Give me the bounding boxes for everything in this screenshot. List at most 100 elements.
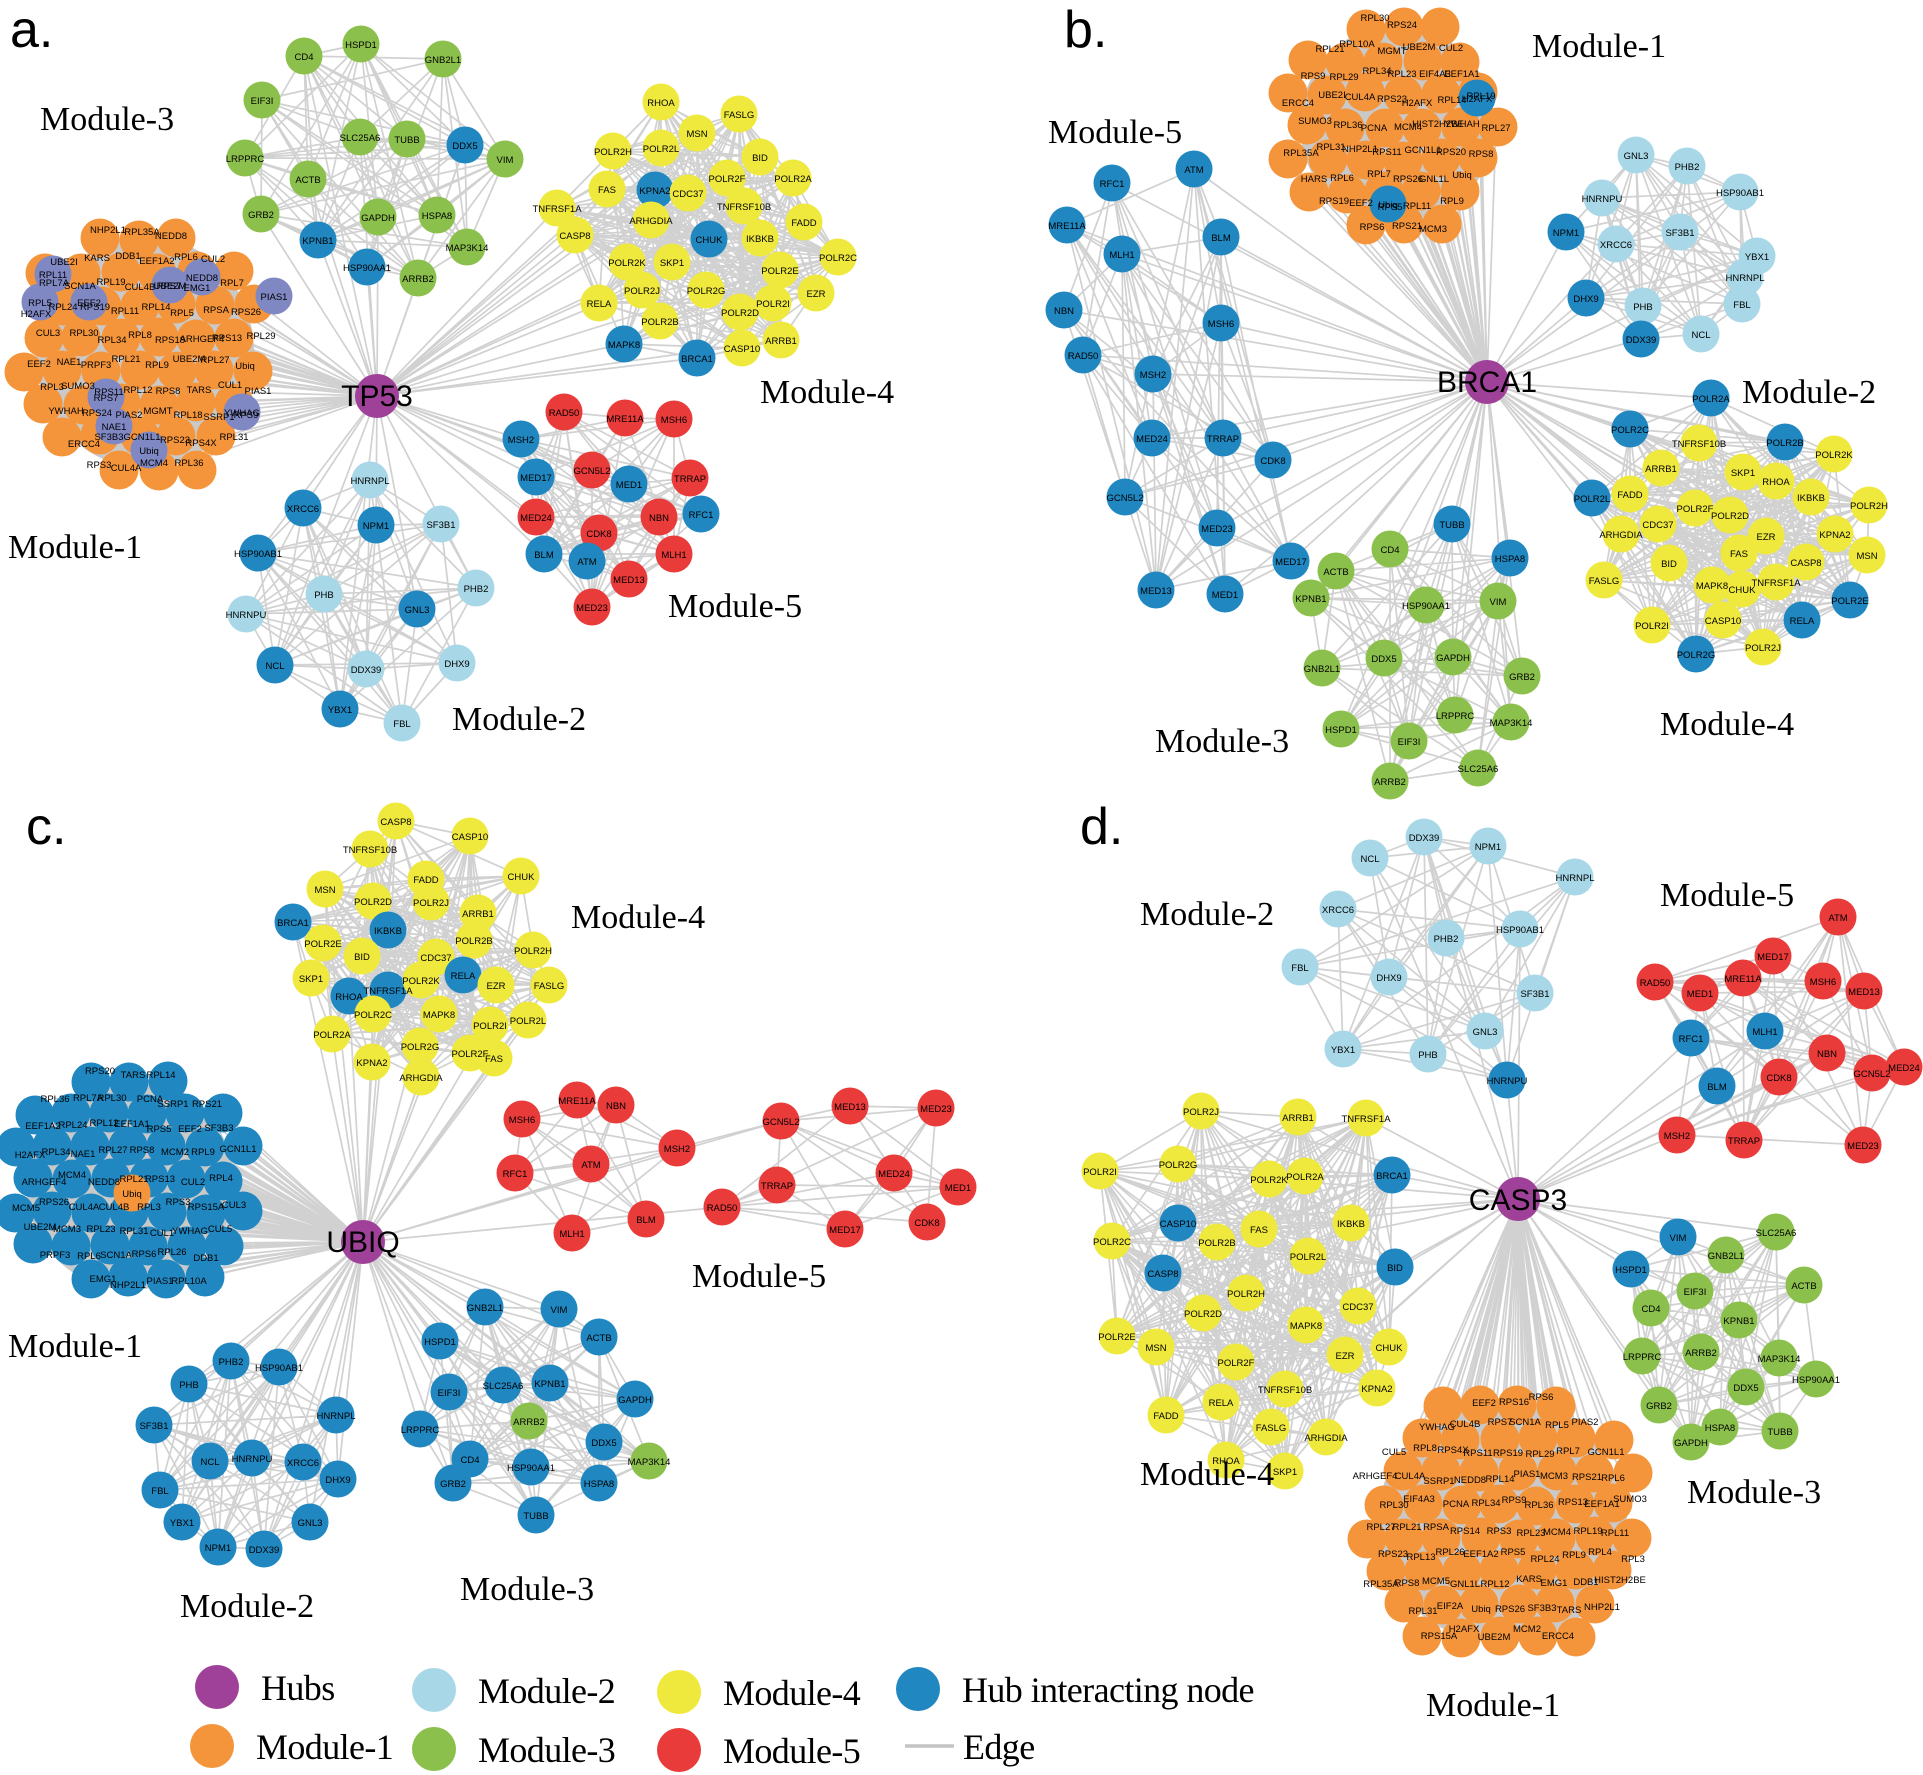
svg-text:POLR2A: POLR2A xyxy=(1286,1172,1324,1183)
svg-text:Module-1: Module-1 xyxy=(256,1727,393,1767)
svg-text:MGMT: MGMT xyxy=(143,406,172,417)
svg-text:BLM: BLM xyxy=(1211,233,1231,244)
svg-text:POLR2J: POLR2J xyxy=(624,286,660,297)
svg-text:POLR2C: POLR2C xyxy=(354,1010,392,1021)
svg-text:Module-5: Module-5 xyxy=(692,1258,826,1295)
svg-text:MAP3K14: MAP3K14 xyxy=(628,1457,671,1468)
svg-text:GNL3: GNL3 xyxy=(1624,151,1649,162)
svg-text:MCM4: MCM4 xyxy=(140,458,168,469)
svg-text:RPS19: RPS19 xyxy=(80,302,110,313)
svg-text:ARRB1: ARRB1 xyxy=(765,336,797,347)
svg-text:GNL3: GNL3 xyxy=(298,1518,323,1529)
svg-text:TARS: TARS xyxy=(1557,1605,1582,1616)
svg-text:RPL23: RPL23 xyxy=(1387,69,1416,80)
svg-text:MED17: MED17 xyxy=(1275,557,1307,568)
svg-text:RPS24: RPS24 xyxy=(82,408,112,419)
svg-text:POLR2F: POLR2F xyxy=(1218,1358,1255,1369)
svg-text:CASP3: CASP3 xyxy=(1469,1184,1567,1217)
svg-text:MED24: MED24 xyxy=(878,1169,910,1180)
svg-text:HNRNPU: HNRNPU xyxy=(1582,194,1623,205)
svg-text:POLR2H: POLR2H xyxy=(594,147,632,158)
svg-text:RPS26: RPS26 xyxy=(1495,1604,1525,1615)
svg-text:RPSA: RPSA xyxy=(203,305,230,316)
svg-text:MSN: MSN xyxy=(314,885,335,896)
svg-text:XRCC6: XRCC6 xyxy=(287,1458,319,1469)
svg-text:CD4: CD4 xyxy=(1380,545,1399,556)
svg-text:FASLG: FASLG xyxy=(1256,1423,1287,1434)
svg-text:POLR2B: POLR2B xyxy=(1766,438,1804,449)
svg-text:EZR: EZR xyxy=(487,981,506,992)
svg-text:RPS3: RPS3 xyxy=(1487,1526,1512,1537)
svg-text:RPS23: RPS23 xyxy=(160,435,190,446)
svg-text:MAPK8: MAPK8 xyxy=(1290,1321,1322,1332)
svg-text:HSP90AB1: HSP90AB1 xyxy=(255,1363,303,1374)
svg-text:SKP1: SKP1 xyxy=(660,258,684,269)
svg-text:MLH1: MLH1 xyxy=(661,550,686,561)
svg-text:RPL5: RPL5 xyxy=(1545,1420,1569,1431)
svg-text:GCN5L2: GCN5L2 xyxy=(763,1117,800,1128)
svg-text:ARRB2: ARRB2 xyxy=(1685,1348,1717,1359)
svg-text:EIF3I: EIF3I xyxy=(1398,737,1421,748)
svg-text:BRCA1: BRCA1 xyxy=(1376,1171,1408,1182)
svg-text:NPM1: NPM1 xyxy=(363,521,389,532)
svg-text:RPL13: RPL13 xyxy=(1406,1552,1435,1563)
svg-text:MAP3K14: MAP3K14 xyxy=(1758,1354,1801,1365)
svg-text:HSP90AB1: HSP90AB1 xyxy=(234,549,282,560)
svg-text:Module-3: Module-3 xyxy=(40,101,174,138)
svg-text:MCM3: MCM3 xyxy=(1540,1471,1568,1482)
svg-text:UBIQ: UBIQ xyxy=(326,1226,399,1259)
svg-text:PHB: PHB xyxy=(1418,1050,1438,1061)
svg-text:GNB2L1: GNB2L1 xyxy=(467,1303,503,1314)
svg-text:RPS13: RPS13 xyxy=(1558,1497,1588,1508)
svg-text:MAP3K14: MAP3K14 xyxy=(1490,718,1533,729)
svg-text:POLR2D: POLR2D xyxy=(1184,1309,1222,1320)
svg-text:ARHGEF4: ARHGEF4 xyxy=(1353,1471,1398,1482)
svg-text:DDX5: DDX5 xyxy=(1371,654,1396,665)
svg-text:MED17: MED17 xyxy=(829,1225,861,1236)
svg-text:Module-3: Module-3 xyxy=(478,1730,615,1770)
svg-text:MRE11A: MRE11A xyxy=(606,414,644,425)
svg-text:NEDD8: NEDD8 xyxy=(155,231,187,242)
svg-text:RPS20: RPS20 xyxy=(1436,147,1466,158)
svg-text:ARHGDIA: ARHGDIA xyxy=(629,216,673,227)
svg-text:RPS7: RPS7 xyxy=(94,393,119,404)
svg-text:Ubiq: Ubiq xyxy=(1378,200,1398,211)
svg-text:RPS9: RPS9 xyxy=(1502,1495,1527,1506)
svg-text:KARS: KARS xyxy=(84,253,110,264)
svg-text:BID: BID xyxy=(752,153,768,164)
svg-text:EZR: EZR xyxy=(1757,532,1776,543)
svg-text:VIM: VIM xyxy=(1670,1233,1687,1244)
svg-text:H2AFX: H2AFX xyxy=(1462,94,1493,105)
svg-text:EIF3I: EIF3I xyxy=(1684,1287,1707,1298)
svg-text:HSPD1: HSPD1 xyxy=(1615,1265,1647,1276)
svg-text:FAS: FAS xyxy=(598,185,616,196)
svg-text:HIST2H2BE: HIST2H2BE xyxy=(1594,1575,1646,1586)
svg-text:RPL35A: RPL35A xyxy=(1363,1579,1399,1590)
svg-text:BLM: BLM xyxy=(636,1215,656,1226)
svg-text:POLR2L: POLR2L xyxy=(510,1016,546,1027)
svg-text:SF3B1: SF3B1 xyxy=(1665,228,1694,239)
svg-text:RPL12: RPL12 xyxy=(1480,1579,1509,1590)
svg-text:PHB: PHB xyxy=(1633,302,1653,313)
svg-text:RPL11: RPL11 xyxy=(39,270,67,281)
svg-text:RPS13: RPS13 xyxy=(145,1174,175,1185)
svg-text:DHX9: DHX9 xyxy=(444,659,469,670)
svg-text:HSP90AA1: HSP90AA1 xyxy=(343,263,391,274)
svg-text:RELA: RELA xyxy=(587,299,612,310)
svg-text:RPL30: RPL30 xyxy=(97,1093,126,1104)
svg-text:CASP8: CASP8 xyxy=(1147,1269,1178,1280)
svg-text:RPS11: RPS11 xyxy=(94,387,123,398)
svg-text:RPL34: RPL34 xyxy=(97,335,126,346)
svg-text:KPNB1: KPNB1 xyxy=(1723,1316,1754,1327)
svg-text:EIF3I: EIF3I xyxy=(251,96,274,107)
svg-text:RELA: RELA xyxy=(1790,616,1815,627)
svg-text:FASLG: FASLG xyxy=(724,110,755,121)
svg-text:NBN: NBN xyxy=(606,1101,626,1112)
svg-text:DDX5: DDX5 xyxy=(591,1438,616,1449)
svg-text:SUMO3: SUMO3 xyxy=(61,381,95,392)
svg-text:RPS9: RPS9 xyxy=(1301,71,1326,82)
svg-text:IKBKB: IKBKB xyxy=(1797,493,1825,504)
svg-text:RPL36: RPL36 xyxy=(1333,120,1362,131)
svg-text:VIM: VIM xyxy=(497,155,514,166)
svg-text:RPS23: RPS23 xyxy=(1377,94,1407,105)
